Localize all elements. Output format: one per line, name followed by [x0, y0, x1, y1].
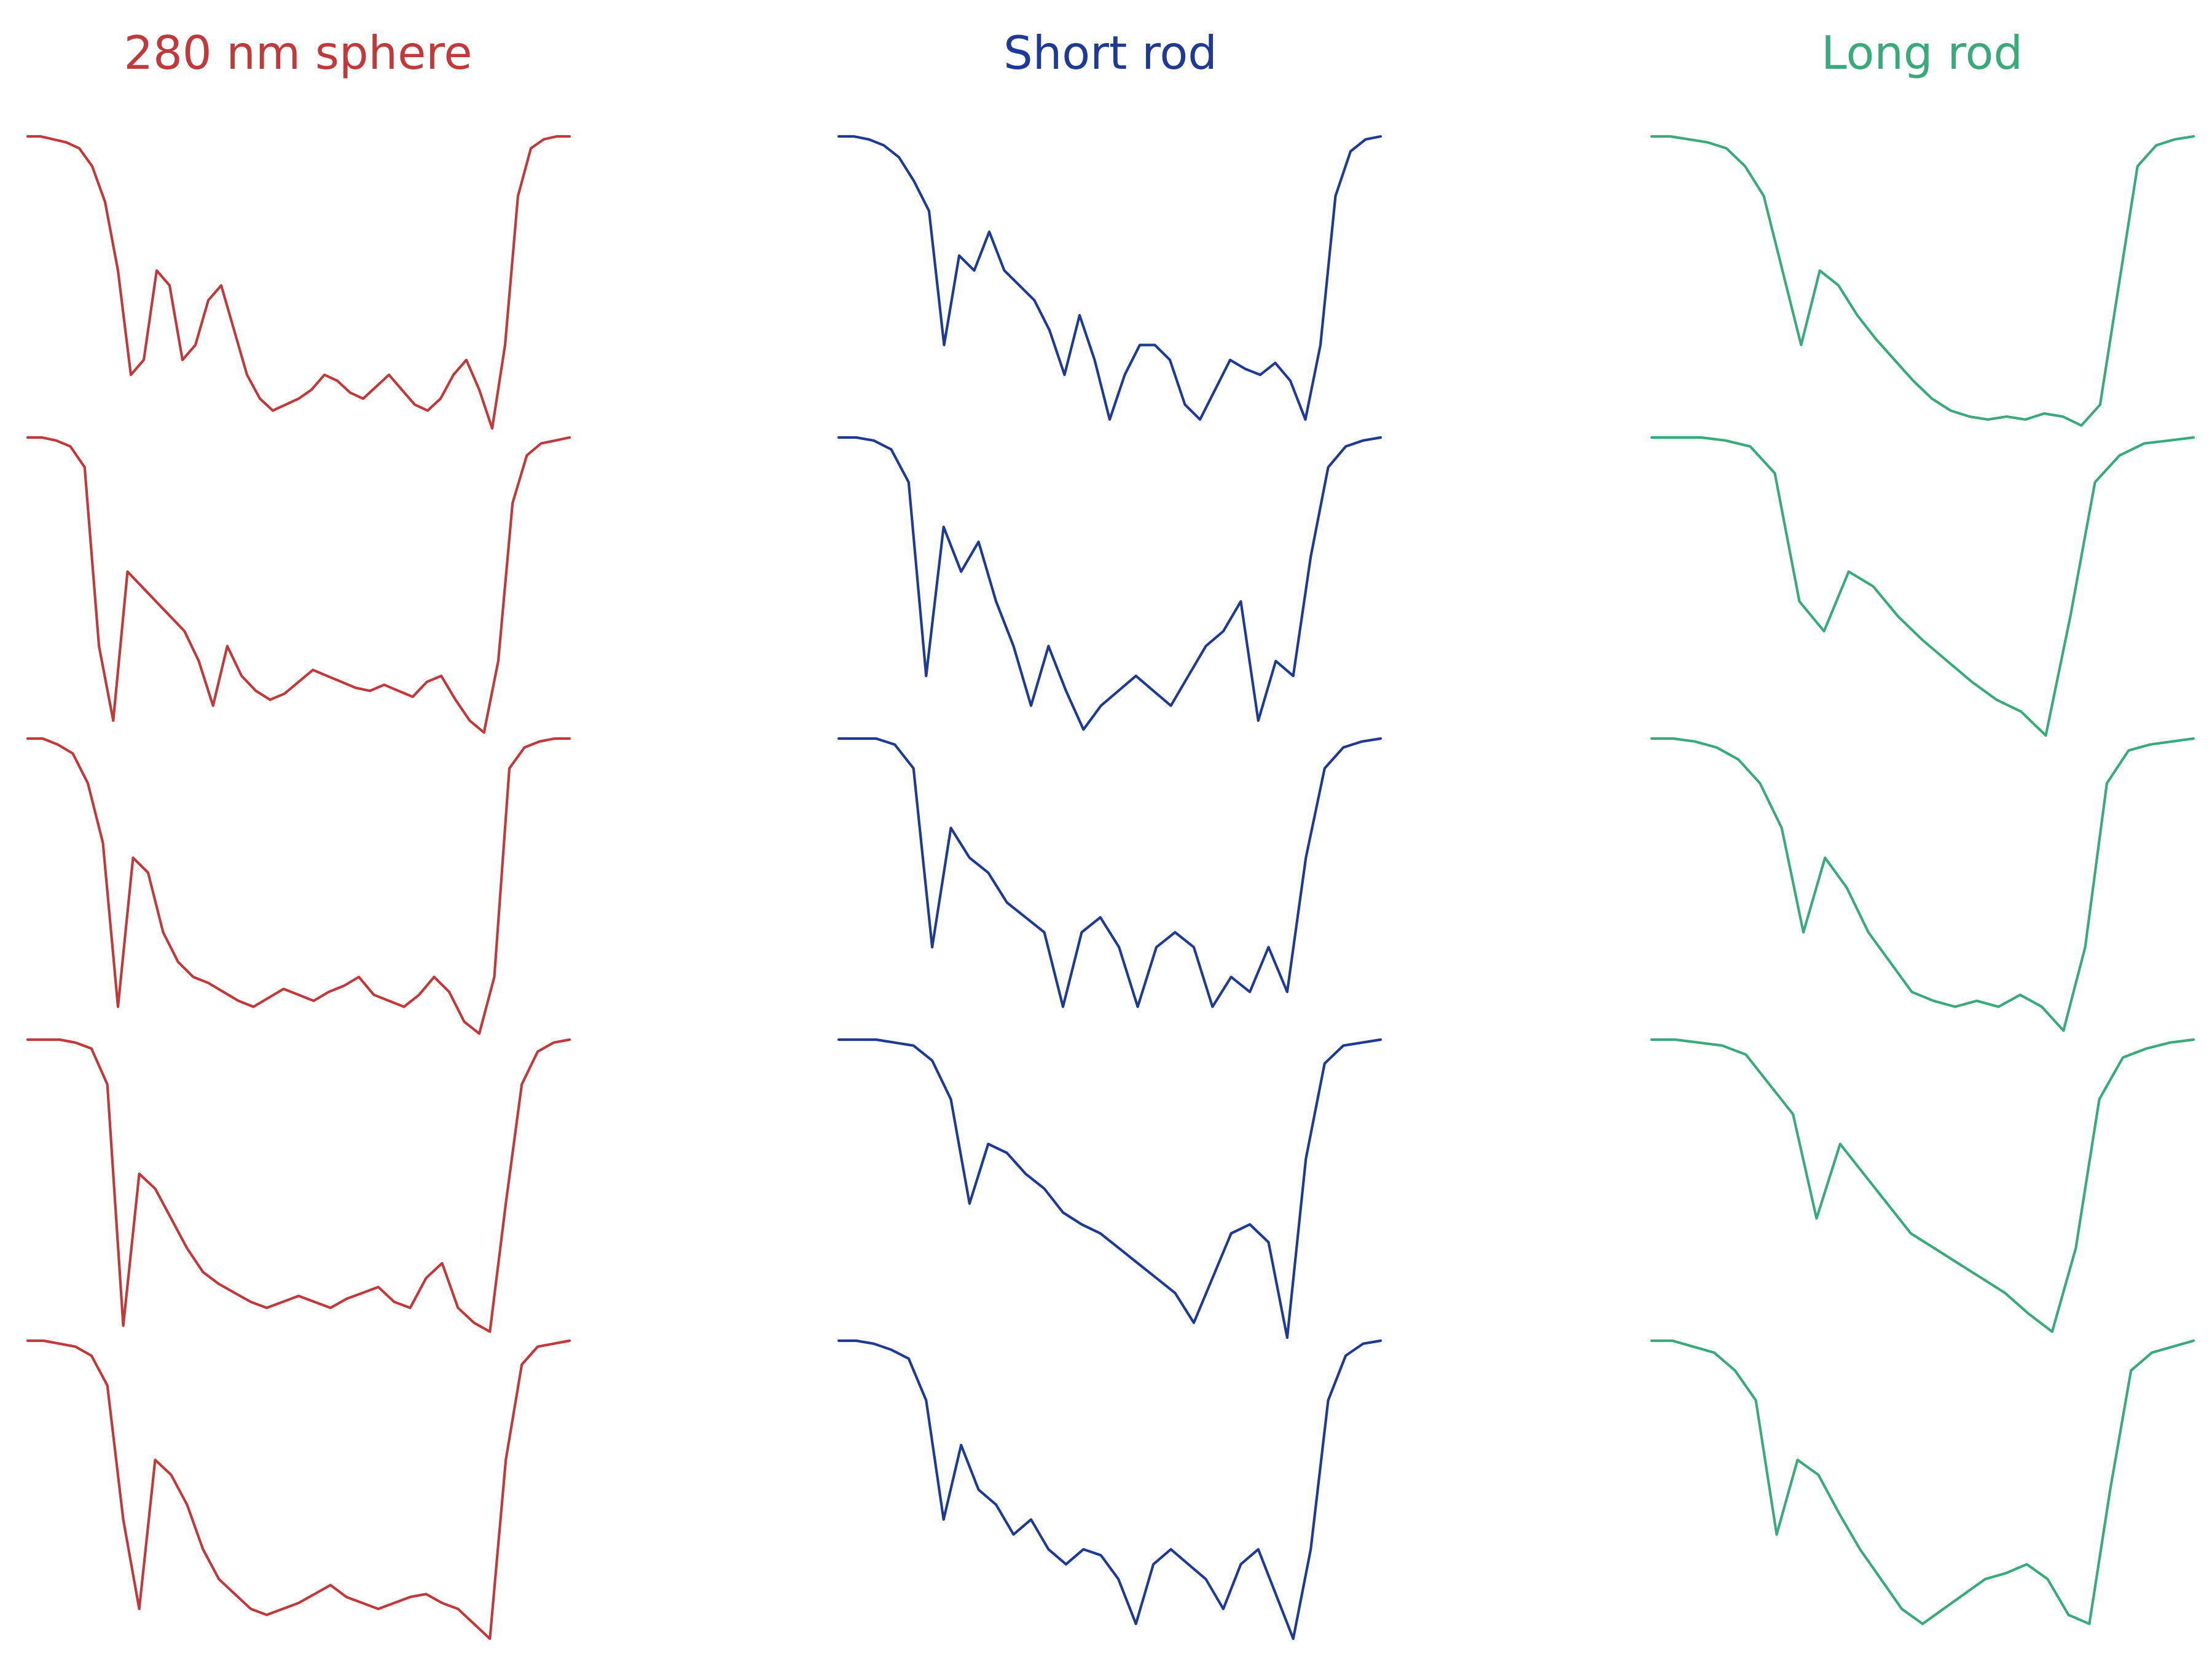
trace-col2-row5 — [837, 1339, 1382, 1641]
column-titles: 280 nm sphere Short rod Long rod — [124, 26, 2023, 80]
trace-col1-row2 — [26, 436, 571, 734]
trace-col3-row5 — [1650, 1339, 2195, 1625]
trace-col2-row3 — [837, 737, 1382, 1008]
trace-grid — [26, 135, 2195, 1641]
trace-col1-row4 — [26, 1038, 571, 1333]
column-title-short-rod: Short rod — [1003, 26, 1217, 80]
column-title-280nm-sphere: 280 nm sphere — [124, 26, 472, 80]
trace-col1-row5 — [26, 1339, 571, 1641]
trace-col2-row4 — [837, 1038, 1382, 1339]
column-title-long-rod: Long rod — [1821, 26, 2023, 80]
trace-col2-row1 — [837, 135, 1382, 421]
trace-col3-row2 — [1650, 436, 2195, 737]
trace-col1-row1 — [26, 135, 571, 430]
trace-col3-row1 — [1650, 135, 2195, 427]
trace-col3-row3 — [1650, 737, 2195, 1032]
trace-col2-row2 — [837, 436, 1382, 731]
trace-col1-row3 — [26, 737, 571, 1035]
trace-col3-row4 — [1650, 1038, 2195, 1333]
